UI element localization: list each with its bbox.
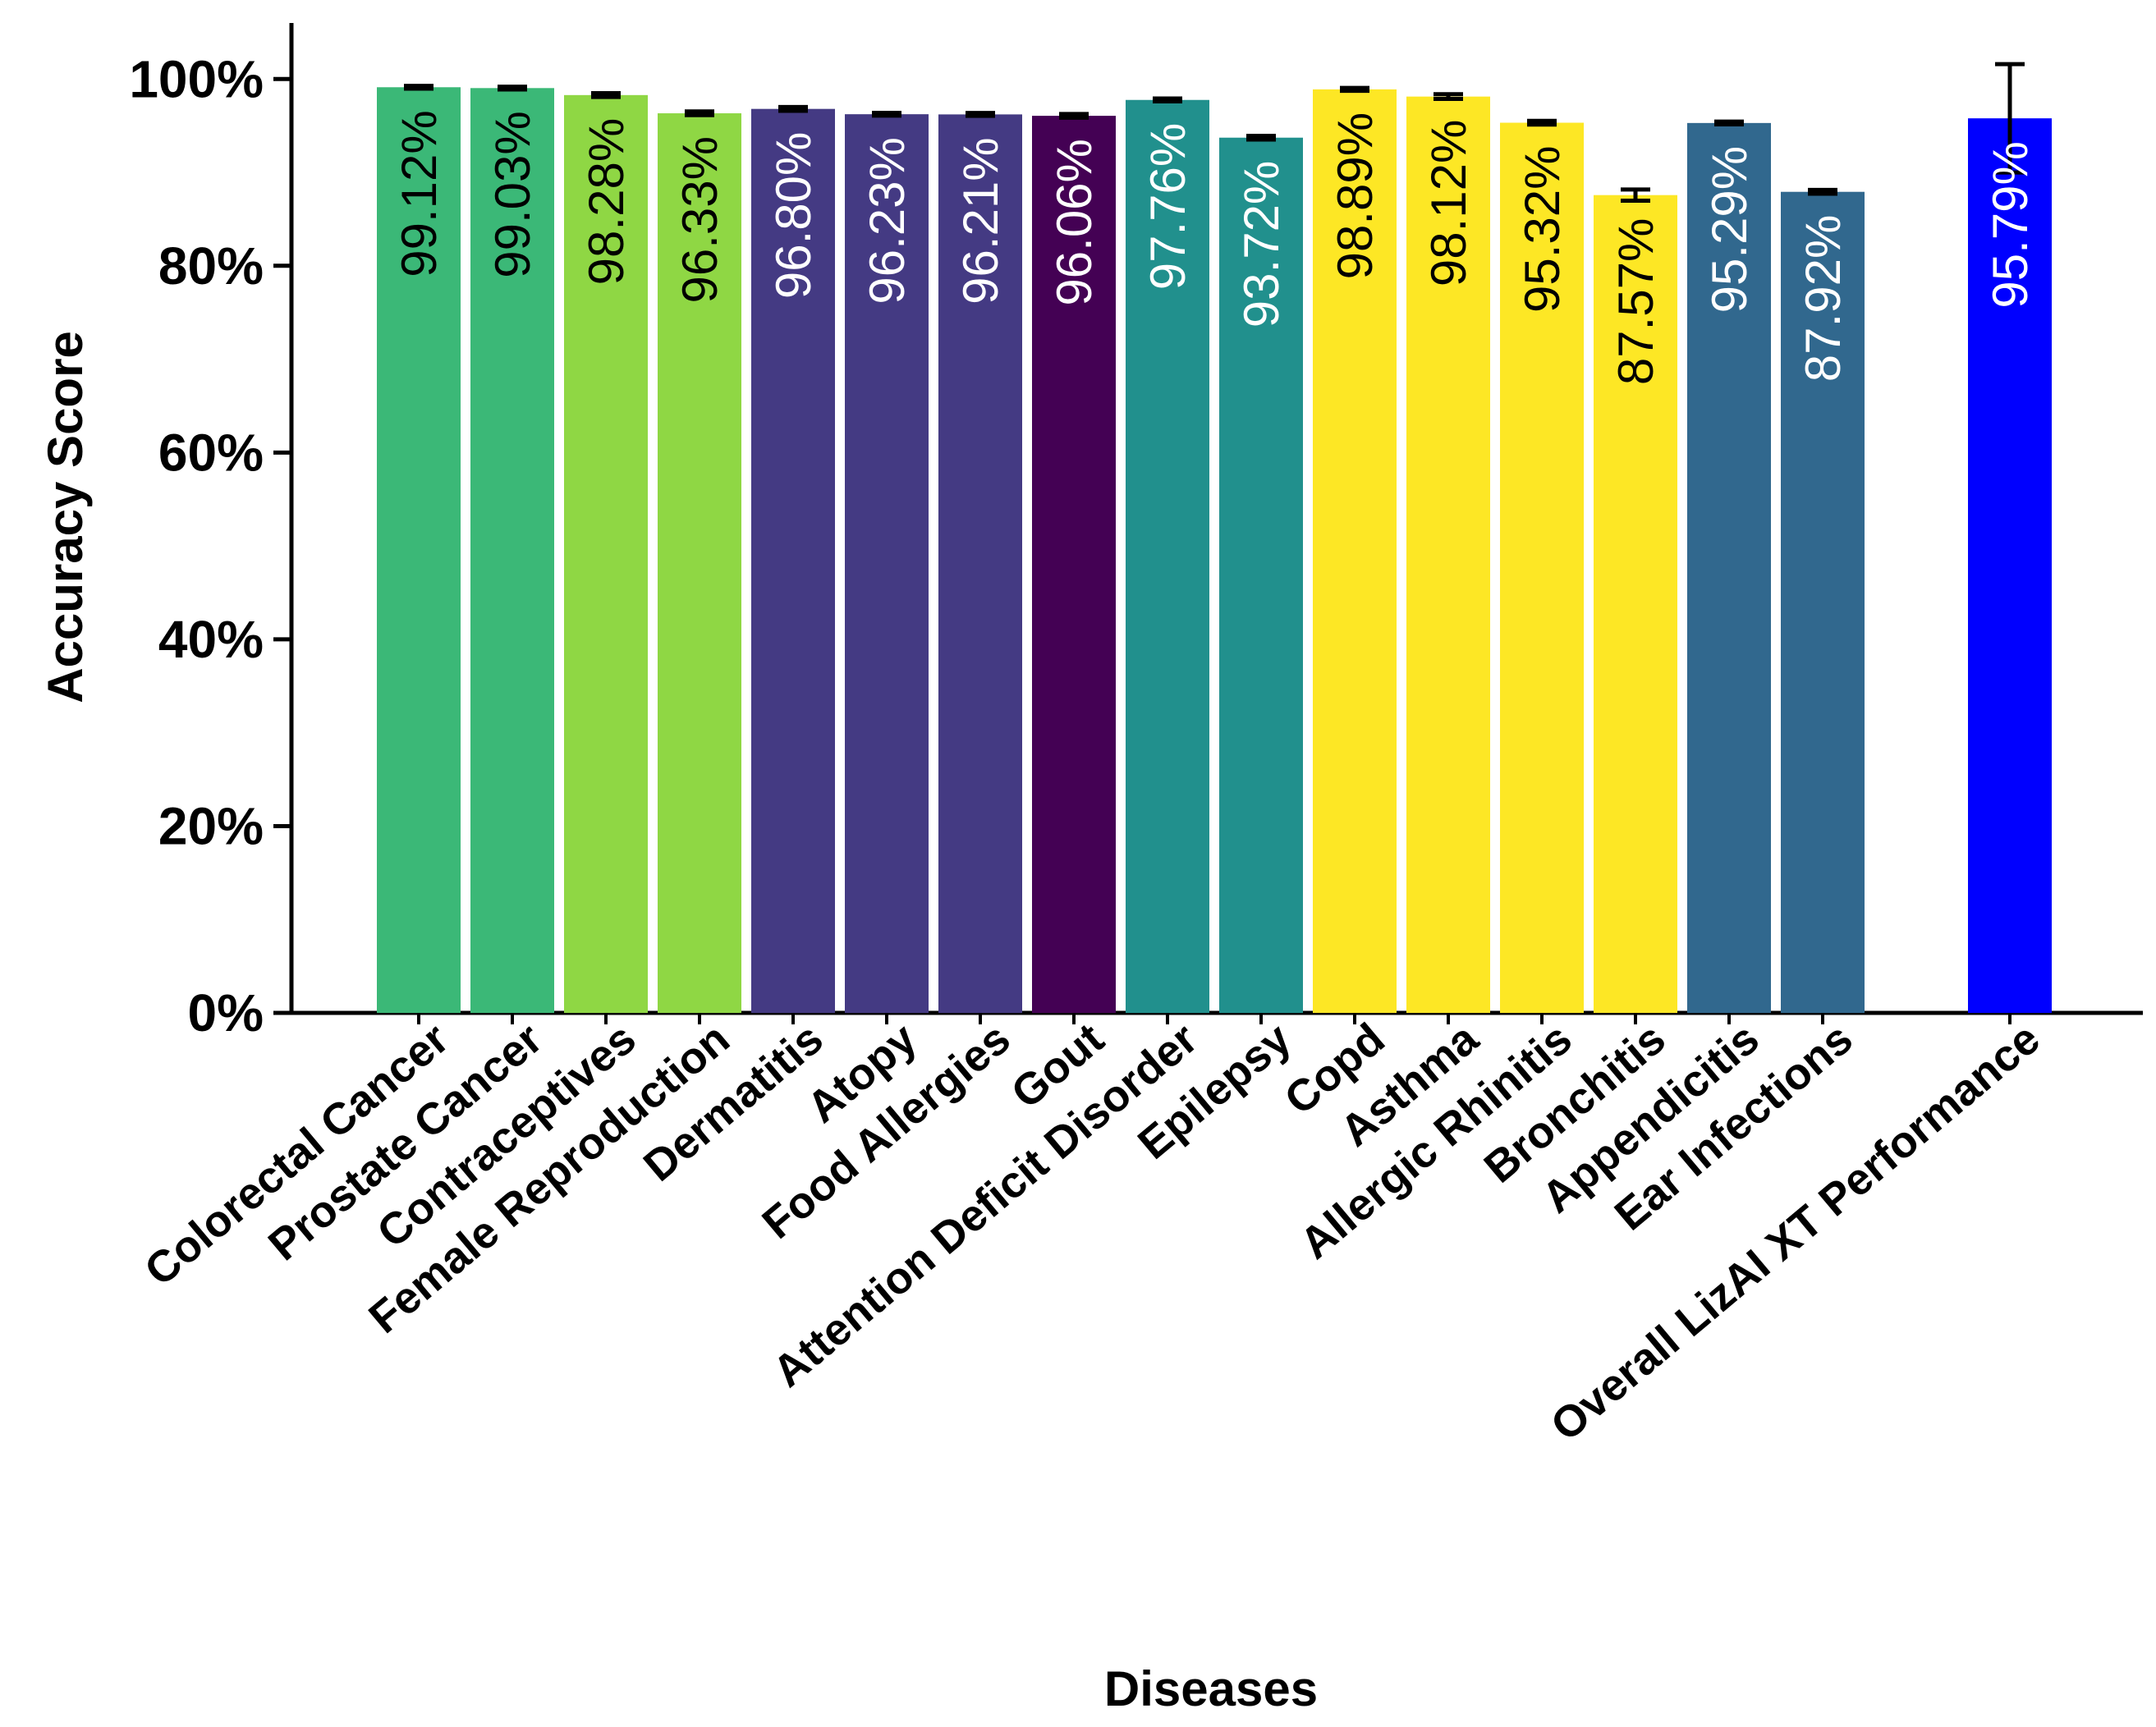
y-tick-label: 40% [158,610,264,669]
bar-value-label: 99.12% [392,110,447,277]
bar [845,114,929,1014]
bars-group: 99.12% 99.03% 98.28% 96.33% 96.80% 96.23% 96.2… [377,62,2052,1014]
bar [1313,89,1397,1013]
bar [938,114,1022,1014]
axes-group: 0% 20% 40% 60% 80% 100% [129,23,2143,1042]
bar-value-label: 93.72% [1234,161,1289,328]
bar [1500,122,1584,1013]
bar-value-label: 96.06% [1047,139,1102,306]
bar [564,94,648,1013]
y-tick-label: 0% [188,983,264,1042]
bar [1126,99,1209,1014]
bar-value-label: 95.79% [1983,141,2038,309]
bar-value-label: 96.33% [672,136,727,303]
bar [470,88,554,1014]
bar [1032,116,1116,1013]
bar-value-label: 95.32% [1515,146,1570,314]
bar [377,87,461,1013]
bar-value-label: 87.57% [1608,218,1663,386]
bar-value-label: 98.89% [1328,112,1383,279]
bar [1219,137,1303,1013]
bar [1781,191,1865,1013]
bar [1687,122,1771,1013]
bar [751,108,835,1014]
y-tick-label: 20% [158,796,264,855]
bar-value-label: 99.03% [485,111,540,277]
y-tick-label: 100% [129,49,264,108]
x-axis-title: Diseases [1104,1661,1318,1716]
bar [1968,118,2052,1013]
bar-value-label: 97.76% [1140,123,1195,291]
y-tick-label: 80% [158,236,264,295]
bar-value-label: 96.80% [766,132,821,300]
y-axis-title: Accuracy Score [38,331,93,703]
bar-value-label: 87.92% [1796,215,1851,383]
y-tick-label: 60% [158,423,264,482]
bar-value-label: 95.29% [1702,146,1757,313]
bar [1594,195,1677,1014]
bar [658,113,741,1014]
bar-value-label: 98.28% [579,118,634,285]
bar-value-label: 98.12% [1421,120,1476,286]
bar [1406,96,1490,1014]
bar-value-label: 96.23% [860,137,915,305]
bar-value-label: 96.21% [953,137,1008,305]
